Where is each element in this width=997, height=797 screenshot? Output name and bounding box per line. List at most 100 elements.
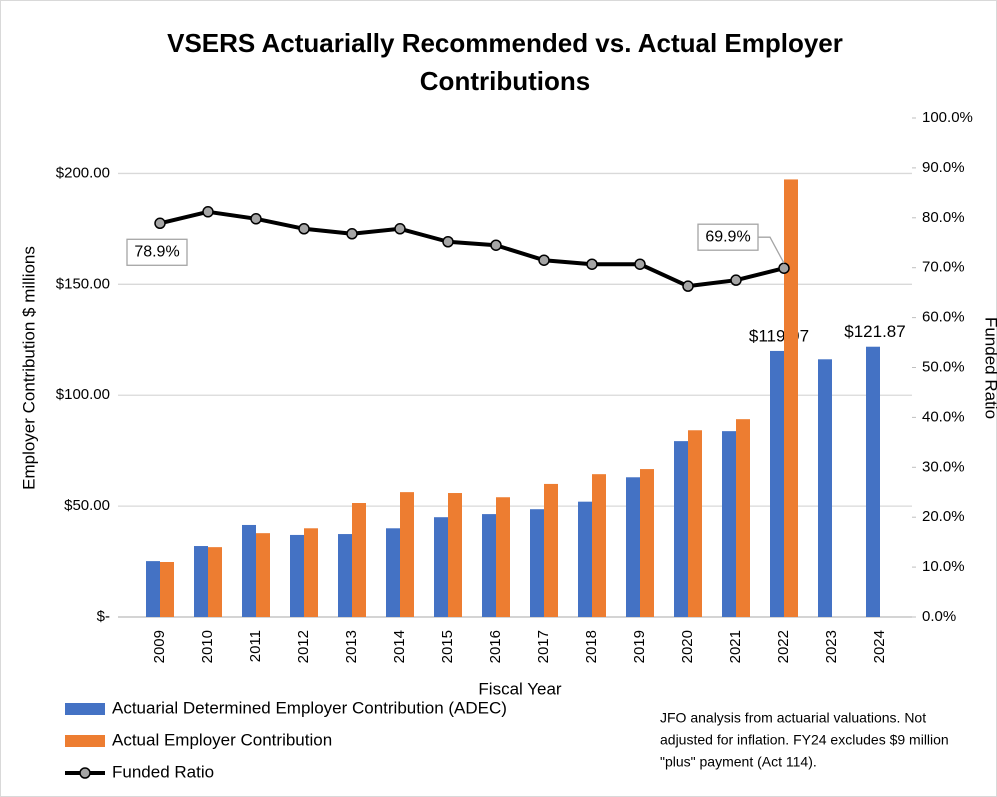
y2-tick-label: 30.0% [922,458,965,475]
bar [496,497,510,617]
y2-tick-label: 0.0% [922,608,956,625]
data-label: 69.9% [705,228,750,245]
y-tick-label: $200.00 [56,164,110,181]
line-marker [586,258,598,270]
data-label: $119.97 [749,326,809,345]
note: JFO analysis from actuarial valuations. … [660,710,926,726]
bar [640,469,654,617]
bar [434,517,448,617]
legend-swatch [65,735,105,747]
line-marker [778,262,790,274]
line-marker [490,239,502,251]
y2-tick-label: 40.0% [922,408,965,425]
line-marker [250,213,262,225]
y2-tick-label: 60.0% [922,309,965,326]
bar [736,419,750,617]
note: "plus" payment (Act 114). [660,754,817,770]
bar [674,441,688,617]
y-tick-label: $100.00 [56,386,110,403]
bar [352,503,366,617]
bar [818,359,832,617]
bar [338,534,352,617]
x-tick-label: 2018 [583,630,600,663]
legend-swatch [79,767,91,779]
bar [400,492,414,617]
bar [304,528,318,617]
x-tick-label: 2010 [199,630,216,663]
y-axis-title: Employer Contribution $ millions [19,246,38,490]
x-axis-title: Fiscal Year [478,679,561,698]
bar [146,561,160,617]
line-marker [634,258,646,270]
bar [290,534,304,617]
bar [256,533,270,617]
bar [578,501,592,617]
line-marker [202,206,214,218]
y2-tick-label: 10.0% [922,558,965,575]
bar [688,430,702,617]
y-tick-label: $50.00 [64,497,110,514]
line-marker [682,280,694,292]
x-tick-label: 2015 [439,630,456,663]
label-box [126,238,188,266]
bar [592,474,606,617]
bar [784,179,798,618]
x-tick-label: 2009 [151,630,168,663]
y2-tick-label: 100.0% [922,109,973,126]
line-marker [730,274,742,286]
x-tick-label: 2019 [631,630,648,663]
legend-label: Funded Ratio [112,762,214,781]
bar [242,524,256,617]
note: adjusted for inflation. FY24 excludes $9… [660,732,949,748]
y-tick-label: $150.00 [56,275,110,292]
x-tick-label: 2013 [343,630,360,663]
bar [866,346,880,617]
line-marker [538,254,550,266]
y-tick-label: $- [97,608,110,625]
x-tick-label: 2020 [679,630,696,663]
bar [160,561,174,617]
bar [544,483,558,617]
data-label: 78.9% [134,244,179,261]
line-marker [346,228,358,240]
legend-label: Actuarial Determined Employer Contributi… [112,698,507,717]
line-marker [394,223,406,235]
line-marker [442,236,454,248]
line [159,209,785,289]
bar [530,509,544,617]
x-tick-label: 2022 [775,630,792,663]
x-tick-label: 2014 [391,630,408,663]
bar [208,547,222,617]
bar [386,528,400,617]
y2-tick-label: 70.0% [922,259,965,276]
y2-axis-title: Funded Ratio [982,317,997,419]
data-label: $121.87 [844,322,905,341]
legend-label: Actual Employer Contribution [112,730,332,749]
y2-tick-label: 20.0% [922,508,965,525]
x-tick-label: 2017 [535,630,552,663]
bar [626,477,640,617]
x-tick-label: 2011 [247,630,264,662]
x-tick-label: 2024 [871,630,888,663]
bar [770,350,784,617]
bar [448,493,462,617]
line-marker [298,223,310,235]
bar [482,514,496,617]
bar [722,431,736,617]
label-box [697,223,759,251]
bar [194,546,208,617]
x-tick-label: 2023 [823,630,840,663]
leader-line [758,236,785,264]
y2-tick-label: 50.0% [922,358,965,375]
x-tick-label: 2012 [295,630,312,663]
y2-tick-label: 80.0% [922,209,965,226]
x-tick-label: 2021 [727,630,744,663]
x-tick-label: 2016 [487,630,504,663]
chart-title: VSERS Actuarially Recommended vs. Actual… [167,28,843,96]
legend-swatch [65,703,105,715]
line-marker [154,217,166,230]
y2-tick-label: 90.0% [922,159,965,176]
